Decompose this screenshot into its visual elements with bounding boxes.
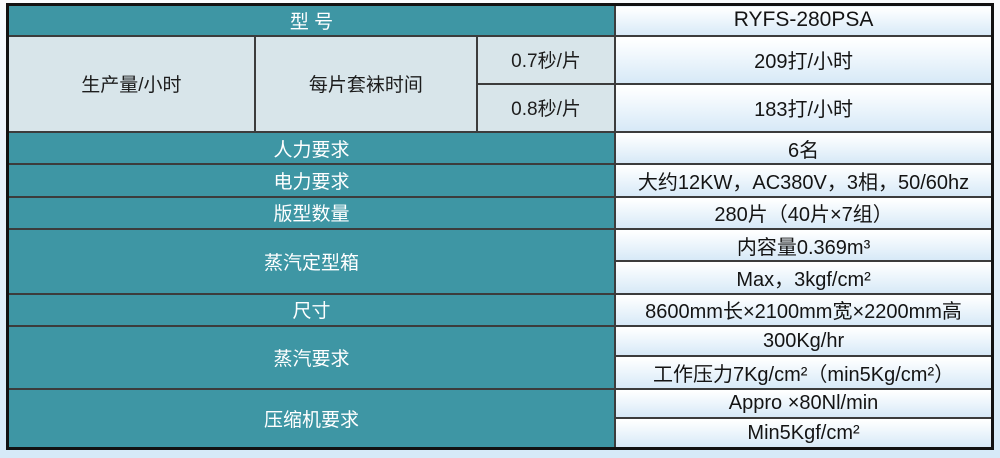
table-row: 压缩机要求 Appro ×80Nl/min: [6, 387, 994, 450]
table-row: 人力要求 6名: [6, 130, 994, 166]
spec-label-cell: 蒸汽要求: [6, 325, 617, 390]
spec-table: 型 号 RYFS-280PSA 生产量/小时 每片套袜时间 0.7秒/片 209…: [6, 3, 994, 450]
time-option-cell: 0.7秒/片: [475, 34, 617, 85]
spec-label-cell: 尺寸: [6, 292, 617, 328]
spec-value-cell: 280片（40片×7组）: [614, 195, 994, 231]
spec-value-cell: 工作压力7Kg/cm²（min5Kg/cm²）: [614, 355, 994, 390]
table-row: 生产量/小时 每片套袜时间 0.7秒/片 209打/小时: [6, 34, 994, 133]
output-value-cell: 209打/小时: [614, 34, 994, 85]
spec-value-cell: Max，3kgf/cm²: [614, 260, 994, 295]
spec-value-cell: Min5Kgf/cm²: [614, 417, 994, 450]
table-row: 蒸汽要求 300Kg/hr: [6, 325, 994, 390]
table-row: Min5Kgf/cm²: [8, 417, 994, 450]
spec-label-cell: 电力要求: [6, 163, 617, 198]
spec-value-cell: 内容量0.369m³: [614, 228, 994, 263]
spec-value-cell: 大约12KW，AC380V，3相，50/60hz: [614, 163, 994, 198]
time-option-cell: 0.8秒/片: [475, 82, 617, 133]
table-row: 蒸汽定型箱 内容量0.369m³: [6, 228, 994, 295]
model-label-cell: 型 号: [6, 3, 617, 37]
spec-value-cell: 6名: [614, 130, 994, 166]
table-row: 型 号 RYFS-280PSA: [6, 3, 994, 37]
spec-value-cell: 300Kg/hr: [614, 325, 994, 358]
table-row: 尺寸 8600mm长×2100mm宽×2200mm高: [6, 292, 994, 328]
table-row: 电力要求 大约12KW，AC380V，3相，50/60hz: [6, 163, 994, 198]
spec-label-cell: 压缩机要求: [6, 387, 617, 450]
table-row: Max，3kgf/cm²: [8, 260, 994, 295]
spec-label-cell: 蒸汽定型箱: [6, 228, 617, 295]
output-value-cell: 183打/小时: [614, 82, 994, 133]
model-value-cell: RYFS-280PSA: [614, 3, 994, 37]
spec-value-cell: 8600mm长×2100mm宽×2200mm高: [614, 292, 994, 328]
table-row: 0.8秒/片 183打/小时: [8, 82, 994, 133]
time-per-piece-label-cell: 每片套袜时间: [253, 34, 478, 133]
production-label-cell: 生产量/小时: [6, 34, 256, 133]
spec-value-cell: Appro ×80Nl/min: [614, 387, 994, 420]
table-row: 版型数量 280片（40片×7组）: [6, 195, 994, 231]
spec-label-cell: 人力要求: [6, 130, 617, 166]
table-row: 工作压力7Kg/cm²（min5Kg/cm²）: [8, 355, 994, 390]
spec-label-cell: 版型数量: [6, 195, 617, 231]
